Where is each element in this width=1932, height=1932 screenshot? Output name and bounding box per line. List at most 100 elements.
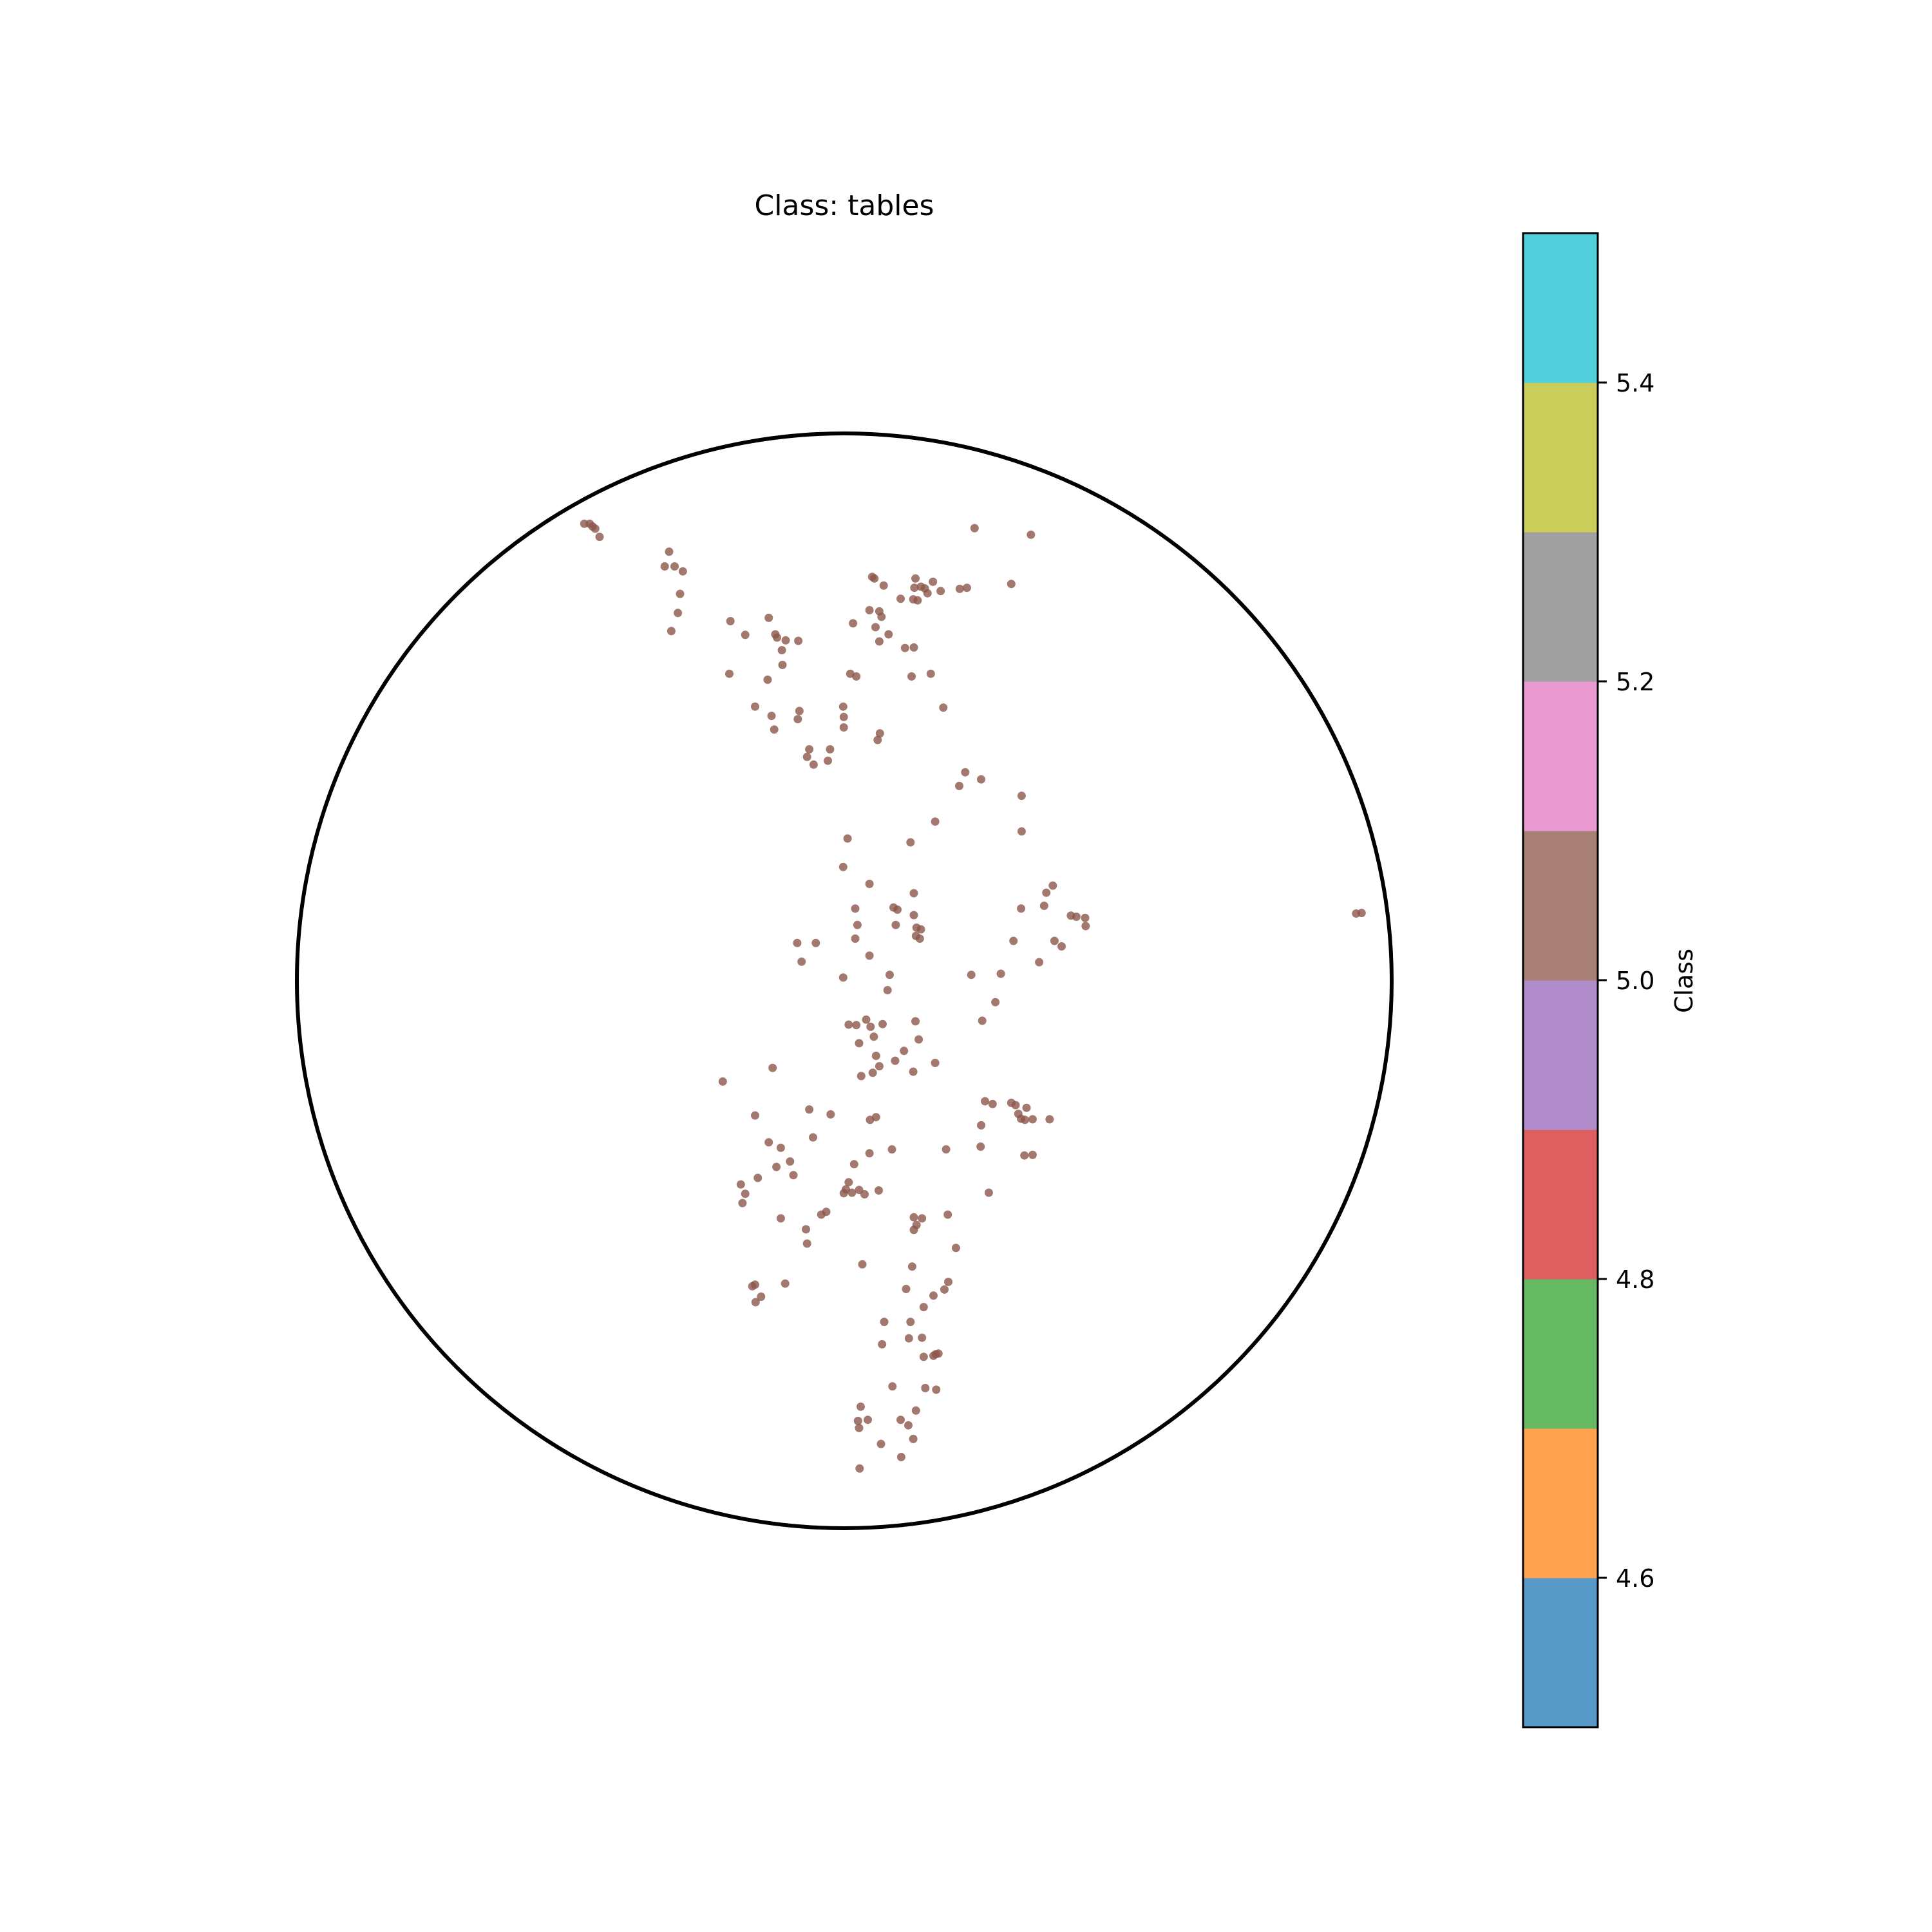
- colorbar-segment: [1523, 532, 1598, 682]
- data-point: [849, 619, 858, 628]
- data-point: [875, 729, 884, 738]
- data-point: [909, 1226, 918, 1235]
- data-point: [826, 745, 835, 753]
- data-point: [929, 577, 938, 586]
- data-point: [931, 817, 940, 826]
- data-point: [871, 1113, 880, 1122]
- data-point: [911, 574, 920, 583]
- data-point: [865, 951, 874, 960]
- data-point: [991, 998, 1000, 1007]
- data-point: [848, 1188, 857, 1197]
- data-point: [910, 583, 919, 592]
- data-point: [900, 643, 909, 652]
- data-point: [764, 613, 773, 622]
- data-point: [911, 1406, 920, 1415]
- data-point: [926, 669, 935, 678]
- data-point: [795, 706, 804, 715]
- data-point: [877, 612, 886, 621]
- data-point: [855, 1039, 864, 1048]
- data-point: [984, 1188, 993, 1197]
- data-point: [909, 643, 918, 652]
- colorbar-segments: [1523, 233, 1598, 1728]
- data-point: [904, 1334, 913, 1343]
- data-point: [906, 1318, 915, 1327]
- data-point: [781, 1279, 790, 1288]
- data-point: [849, 1160, 858, 1169]
- data-point: [667, 627, 676, 636]
- data-point: [844, 1178, 853, 1187]
- data-point: [906, 838, 915, 847]
- data-point: [1028, 1115, 1037, 1124]
- data-point: [838, 862, 848, 871]
- data-point: [934, 1349, 943, 1358]
- data-point: [967, 971, 976, 980]
- data-point: [726, 617, 735, 625]
- data-point: [902, 1285, 911, 1293]
- colorbar: 4.6 4.8 5.0 5.2 5.4 Class: [1522, 232, 1698, 1728]
- data-point: [789, 1171, 798, 1180]
- data-point: [751, 702, 759, 711]
- data-point: [1021, 1115, 1029, 1124]
- colorbar-label: Class: [1670, 949, 1698, 1013]
- colorbar-tick-label: 5.2: [1616, 668, 1654, 696]
- data-point: [853, 920, 862, 929]
- data-point: [838, 702, 848, 711]
- data-point: [772, 1162, 781, 1171]
- data-point: [1022, 1103, 1031, 1112]
- data-point: [676, 589, 685, 598]
- data-point: [951, 1244, 960, 1253]
- data-point: [955, 584, 964, 593]
- data-point: [911, 1017, 920, 1026]
- data-point: [1017, 904, 1025, 913]
- data-point: [907, 1262, 916, 1271]
- colorbar-segment: [1523, 831, 1598, 981]
- data-point: [1045, 1115, 1054, 1124]
- data-point: [809, 1133, 817, 1142]
- data-point: [855, 1423, 864, 1432]
- data-point: [878, 1019, 887, 1028]
- data-point: [978, 1016, 987, 1025]
- data-point: [880, 1318, 889, 1327]
- data-point: [738, 1198, 747, 1208]
- data-point: [919, 1352, 928, 1361]
- data-point: [839, 1189, 848, 1198]
- colorbar-tick-label: 5.4: [1616, 369, 1654, 397]
- data-point: [776, 1214, 785, 1223]
- data-point: [976, 1142, 985, 1151]
- data-point: [805, 1105, 814, 1114]
- data-point: [805, 745, 814, 753]
- data-point: [751, 1111, 759, 1120]
- data-point: [921, 1383, 930, 1392]
- colorbar-segment: [1523, 1428, 1598, 1578]
- data-point: [852, 1021, 861, 1030]
- data-point: [876, 1439, 886, 1448]
- data-point: [900, 1046, 909, 1056]
- data-point: [977, 1121, 985, 1130]
- colorbar-ticks: 4.6 4.8 5.0 5.2 5.4: [1598, 369, 1654, 1593]
- data-point: [781, 636, 790, 645]
- data-point: [1035, 958, 1044, 967]
- data-point: [824, 756, 832, 765]
- data-point: [809, 760, 818, 769]
- data-point: [871, 623, 880, 632]
- data-point: [891, 920, 900, 929]
- data-point: [670, 562, 679, 571]
- data-point: [918, 1214, 927, 1223]
- data-point: [961, 768, 970, 777]
- data-point: [858, 1260, 867, 1269]
- colorbar-segment: [1523, 1130, 1598, 1280]
- data-point: [893, 905, 902, 914]
- data-point: [595, 533, 604, 542]
- data-point: [932, 1385, 941, 1394]
- data-point: [838, 973, 848, 982]
- data-point: [862, 1015, 871, 1024]
- data-point: [907, 672, 916, 681]
- data-point: [936, 587, 945, 596]
- data-point: [844, 1020, 853, 1029]
- chart-title: Class: tables: [755, 189, 934, 222]
- data-point: [1020, 1151, 1029, 1160]
- data-point: [918, 1333, 927, 1342]
- data-point: [896, 1453, 905, 1461]
- colorbar-segment: [1523, 980, 1598, 1130]
